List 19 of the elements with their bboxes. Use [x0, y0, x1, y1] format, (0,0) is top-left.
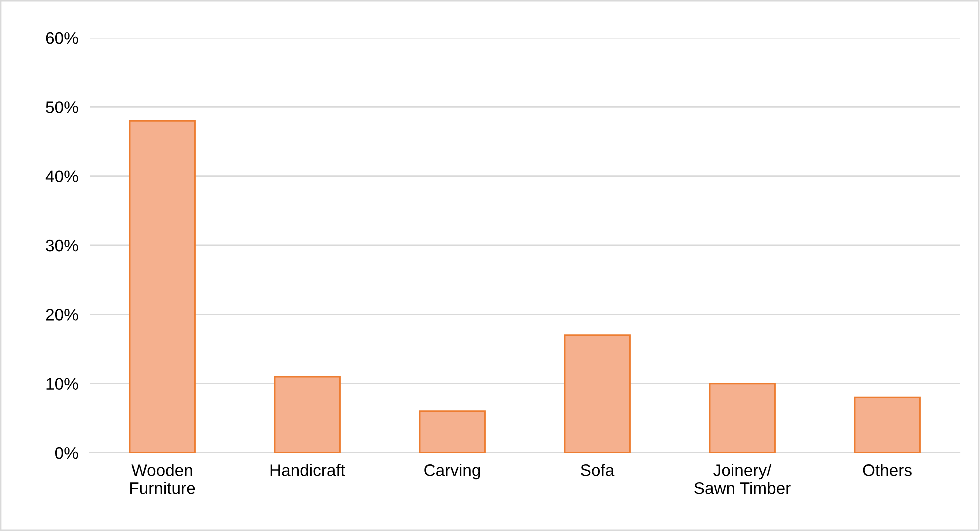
y-tick-label: 30% — [46, 240, 78, 252]
bar — [854, 396, 921, 453]
y-tick-label: 60% — [46, 32, 78, 44]
x-tick-label: Joinery/ Sawn Timber — [694, 464, 791, 494]
bar — [419, 410, 486, 453]
bar — [564, 334, 631, 453]
y-tick-label: 10% — [46, 378, 78, 390]
x-tick-label: Sofa — [581, 464, 615, 476]
y-tick-label: 50% — [46, 102, 78, 114]
bar — [274, 376, 341, 453]
x-tick-label: Wooden Furniture — [130, 464, 196, 494]
bar — [709, 383, 776, 453]
y-tick-label: 40% — [46, 170, 78, 183]
y-tick-label: 20% — [46, 309, 78, 321]
bar — [129, 120, 196, 453]
x-tick-label: Others — [863, 464, 912, 476]
x-tick-label: Carving — [424, 464, 480, 480]
x-tick-label: Handicraft — [270, 464, 346, 476]
y-tick-label: 0% — [55, 447, 78, 460]
